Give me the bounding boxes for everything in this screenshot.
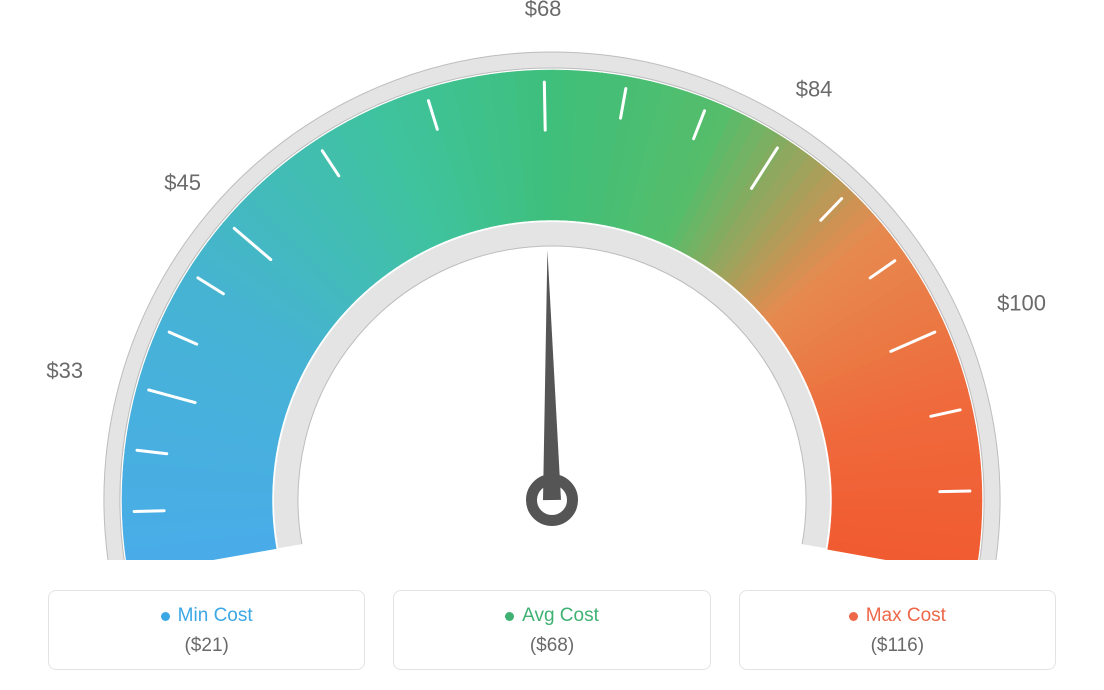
legend-label-max: Max Cost	[866, 605, 946, 627]
legend-card-min: Min Cost ($21)	[48, 590, 365, 670]
gauge-svg: $21$33$45$68$84$100$116	[32, 0, 1072, 560]
legend-value-max: ($116)	[748, 635, 1047, 657]
legend-dot-min	[161, 612, 170, 621]
legend-row: Min Cost ($21) Avg Cost ($68) Max Cost (…	[0, 590, 1104, 670]
gauge-tick-label: $100	[997, 291, 1046, 316]
legend-dot-max	[849, 612, 858, 621]
legend-label-avg: Avg Cost	[522, 605, 599, 627]
legend-title-max: Max Cost	[849, 605, 946, 627]
legend-value-min: ($21)	[57, 635, 356, 657]
legend-dot-avg	[505, 612, 514, 621]
gauge-tick-label: $68	[525, 0, 562, 21]
legend-label-min: Min Cost	[178, 605, 253, 627]
gauge-tick-label: $45	[164, 170, 201, 195]
legend-title-avg: Avg Cost	[505, 605, 599, 627]
gauge-needle	[543, 250, 561, 500]
legend-title-min: Min Cost	[161, 605, 253, 627]
legend-card-max: Max Cost ($116)	[739, 590, 1056, 670]
gauge-tick-label: $84	[796, 77, 833, 102]
legend-value-avg: ($68)	[402, 635, 701, 657]
gauge-chart: $21$33$45$68$84$100$116	[0, 0, 1104, 560]
gauge-tick-label: $33	[46, 358, 83, 383]
legend-card-avg: Avg Cost ($68)	[393, 590, 710, 670]
